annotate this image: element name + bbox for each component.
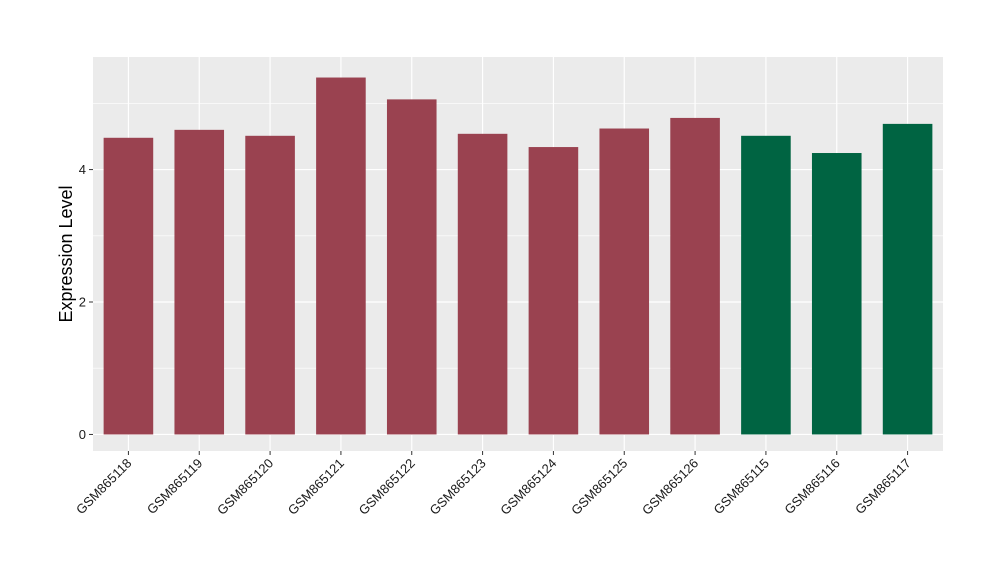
y-tick-label: 2 bbox=[79, 295, 86, 310]
bar bbox=[599, 128, 650, 435]
bar bbox=[457, 133, 508, 435]
bar bbox=[741, 135, 791, 435]
x-tick-label: GSM865126 bbox=[639, 456, 701, 518]
bar bbox=[386, 99, 437, 435]
x-tick-label: GSM865120 bbox=[214, 456, 276, 518]
y-tick-label: 0 bbox=[79, 427, 86, 442]
bar bbox=[245, 135, 295, 435]
x-tick-label: GSM865117 bbox=[852, 456, 914, 518]
bar bbox=[316, 77, 366, 435]
bar bbox=[670, 117, 720, 435]
bar bbox=[174, 129, 225, 435]
minor-gridlines bbox=[93, 103, 943, 369]
plot-panel bbox=[93, 57, 943, 451]
x-tick-label: GSM865119 bbox=[144, 456, 206, 518]
y-tick-label: 4 bbox=[79, 162, 86, 177]
bars bbox=[103, 77, 933, 435]
y-axis-title: Expression Level bbox=[56, 185, 76, 322]
x-tick-label: GSM865122 bbox=[356, 456, 418, 518]
x-tick-label: GSM865124 bbox=[497, 456, 559, 518]
bar bbox=[811, 153, 862, 435]
bar bbox=[882, 123, 933, 435]
x-tick-label: GSM865116 bbox=[781, 456, 843, 518]
y-axis: 0 2 4 bbox=[79, 162, 93, 442]
x-tick-label: GSM865125 bbox=[568, 456, 630, 518]
x-tick-label: GSM865115 bbox=[710, 456, 772, 518]
x-tick-label: GSM865121 bbox=[285, 456, 347, 518]
bar bbox=[103, 137, 154, 435]
bar bbox=[528, 147, 579, 435]
x-tick-label: GSM865123 bbox=[426, 456, 488, 518]
x-axis: GSM865118 GSM865119 GSM865120 GSM865121 GSM8… bbox=[73, 451, 914, 518]
x-tick-label: GSM865118 bbox=[73, 456, 135, 518]
